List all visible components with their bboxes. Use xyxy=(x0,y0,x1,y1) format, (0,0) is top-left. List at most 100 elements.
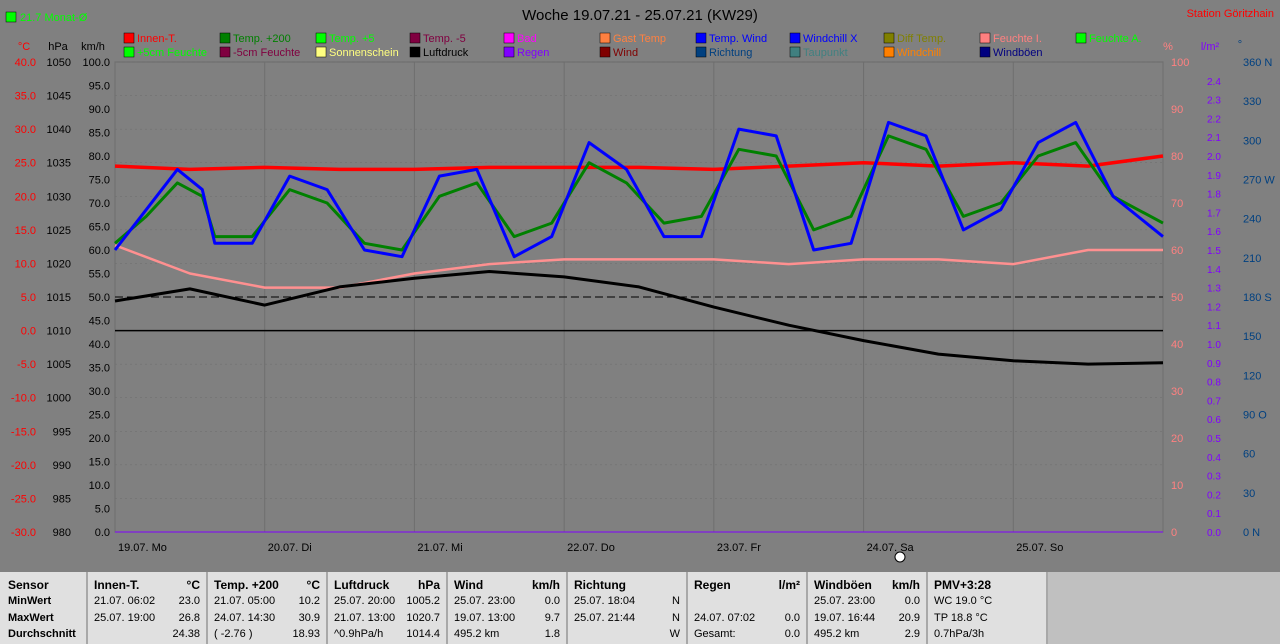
wind-tick-label: 75.0 xyxy=(89,175,110,187)
stats-column-title: PMV+3:28 xyxy=(934,578,992,592)
wind-tick-label: 35.0 xyxy=(89,363,110,375)
stats-cell-label: 24.07. 14:30 xyxy=(214,612,276,624)
humidity-tick-label: 10 xyxy=(1171,480,1183,492)
x-tick-label: 20.07. Di xyxy=(268,542,312,554)
stats-cell-label: ( -2.76 ) xyxy=(214,628,253,640)
stats-cell-value: 30.9 xyxy=(298,612,320,624)
legend-label: Feuchte I. xyxy=(993,33,1042,45)
wind-tick-label: 5.0 xyxy=(95,504,110,516)
stats-cell-label: 25.07. 23:00 xyxy=(814,595,876,607)
rain-tick-label: 2.0 xyxy=(1207,152,1221,163)
rain-tick-label: 0.0 xyxy=(1207,528,1221,539)
stats-column-title: Luftdruck xyxy=(334,578,390,592)
pressure-tick-label: 1015 xyxy=(47,292,71,304)
pressure-tick-label: 1020 xyxy=(47,258,71,270)
temp-tick-label: -5.0 xyxy=(17,359,36,371)
legend-swatch xyxy=(123,46,135,58)
temp-tick-label: 25.0 xyxy=(15,158,36,170)
pressure-tick-label: 1045 xyxy=(47,91,71,103)
legend-swatch xyxy=(315,46,327,58)
legend-label: Windchill X xyxy=(803,33,858,45)
weather-chart: 19.07. Mo 20.07. Di 21.07. Mi 22.07. Do 23.0… xyxy=(5,7,1276,563)
stats-cell-label: 19.07. 16:44 xyxy=(814,612,876,624)
direction-tick-label: 360 N xyxy=(1243,57,1272,69)
stats-column-title: Wind xyxy=(454,578,484,592)
stats-cell-value: 1020.7 xyxy=(406,612,440,624)
pressure-tick-label: 1010 xyxy=(47,326,71,338)
stats-cell-label: 21.07. 06:02 xyxy=(94,595,156,607)
legend-label: Wind xyxy=(613,47,638,59)
wind-tick-label: 70.0 xyxy=(89,198,110,210)
humidity-tick-label: 60 xyxy=(1171,245,1183,257)
pressure-tick-label: 995 xyxy=(53,426,71,438)
stats-column: Regen l/m² 24.07. 07:02 0.0 Gesamt: 0.0 xyxy=(688,572,808,644)
wind-tick-label: 10.0 xyxy=(89,480,110,492)
direction-tick-label: 120 xyxy=(1243,370,1261,382)
direction-tick-label: 0 N xyxy=(1243,527,1260,539)
pressure-tick-label: 980 xyxy=(53,527,71,539)
legend-swatch xyxy=(219,46,231,58)
legend-swatch xyxy=(695,32,707,44)
stats-cell-value: 0.0 xyxy=(904,595,920,607)
legend-swatch xyxy=(409,46,421,58)
stats-panel: Sensor MinWert MaxWert Durchschnitt Inne… xyxy=(0,572,1280,644)
wind-tick-label: 60.0 xyxy=(89,245,110,257)
stats-cell-value: 0.0 xyxy=(784,628,800,640)
rain-tick-label: 1.0 xyxy=(1207,340,1221,351)
rain-tick-label: 0.5 xyxy=(1207,434,1221,445)
stats-column: Temp. +200 °C 21.07. 05:00 10.2 24.07. 14:30… xyxy=(208,572,328,644)
direction-tick-label: 30 xyxy=(1243,488,1255,500)
legend-label: +5cm Feuchte xyxy=(137,47,207,59)
stats-column: Luftdruck hPa 25.07. 20:00 1005.2 21.07. 13:… xyxy=(328,572,448,644)
legend-swatch xyxy=(979,32,991,44)
rain-tick-label: 1.9 xyxy=(1207,171,1221,182)
unit-percent: % xyxy=(1163,41,1173,53)
stats-cell-label: 19.07. 13:00 xyxy=(454,612,516,624)
stats-column: Innen-T. °C 21.07. 06:02 23.0 25.07. 19:00 26… xyxy=(88,572,208,644)
legend-swatch xyxy=(123,32,135,44)
rain-tick-label: 1.2 xyxy=(1207,302,1221,313)
stats-column-unit: km/h xyxy=(891,578,920,592)
stats-cell-label: 21.07. 13:00 xyxy=(334,612,396,624)
pressure-tick-label: 1005 xyxy=(47,359,71,371)
legend-swatch xyxy=(503,32,515,44)
pressure-tick-label: 985 xyxy=(53,493,71,505)
legend-label: Innen-T. xyxy=(137,33,177,45)
row-label-max: MaxWert xyxy=(8,612,54,624)
row-label-min: MinWert xyxy=(8,595,52,607)
stats-cell-value: 9.7 xyxy=(544,612,560,624)
humidity-tick-label: 20 xyxy=(1171,433,1183,445)
direction-tick-label: 330 xyxy=(1243,96,1261,108)
stats-cell-label: 495.2 km xyxy=(454,628,500,640)
legend-label: Windböen xyxy=(993,47,1043,59)
temp-tick-label: 35.0 xyxy=(15,91,36,103)
direction-tick-label: 150 xyxy=(1243,331,1261,343)
humidity-tick-label: 30 xyxy=(1171,386,1183,398)
unit-lm2: l/m² xyxy=(1201,41,1220,53)
unit-hpa: hPa xyxy=(48,41,68,53)
wind-tick-label: 100.0 xyxy=(82,57,110,69)
x-tick-label: 24.07. Sa xyxy=(867,542,915,554)
time-marker-icon[interactable] xyxy=(894,551,906,563)
stats-cell-value: 18.93 xyxy=(292,628,320,640)
legend-label: Luftdruck xyxy=(423,47,469,59)
pressure-tick-label: 1025 xyxy=(47,225,71,237)
stats-column-title: Innen-T. xyxy=(94,578,140,592)
humidity-tick-label: 90 xyxy=(1171,104,1183,116)
pressure-tick-label: 1035 xyxy=(47,158,71,170)
stats-cell-label: 25.07. 21:44 xyxy=(574,612,636,624)
direction-tick-label: 240 xyxy=(1243,214,1261,226)
stats-cell-value: 1005.2 xyxy=(406,595,440,607)
rain-tick-label: 1.4 xyxy=(1207,265,1221,276)
legend-swatch xyxy=(695,46,707,58)
legend-swatch xyxy=(789,46,801,58)
rain-tick-label: 0.7 xyxy=(1207,396,1221,407)
wind-tick-label: 15.0 xyxy=(89,457,110,469)
series-group xyxy=(113,120,1164,533)
direction-tick-label: 90 O xyxy=(1243,410,1267,422)
temp-tick-label: -10.0 xyxy=(11,393,36,405)
stats-cell-label: 495.2 km xyxy=(814,628,860,640)
legend-label: Sonnenschein xyxy=(329,47,399,59)
rain-tick-label: 1.1 xyxy=(1207,321,1221,332)
direction-tick-label: 270 W xyxy=(1243,175,1275,187)
